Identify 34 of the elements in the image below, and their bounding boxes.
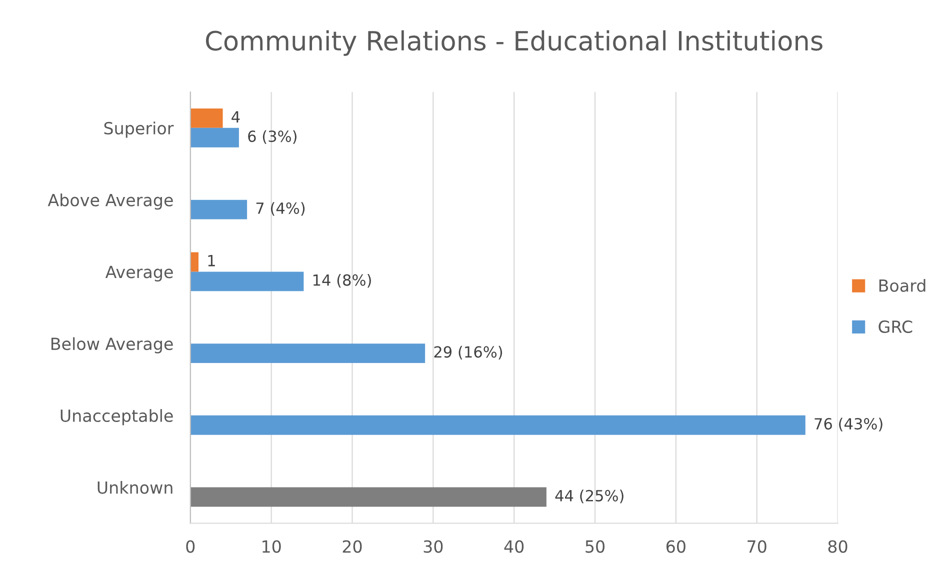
legend-label: GRC <box>878 320 912 334</box>
data-label: 7 (4%) <box>256 202 305 216</box>
data-label: 44 (25%) <box>555 490 624 504</box>
y-tick-label: Above Average <box>48 193 173 210</box>
data-label: 6 (3%) <box>248 130 296 144</box>
data-label: 29 (16%) <box>434 346 502 360</box>
data-label: 4 <box>232 111 240 122</box>
y-tick-label: Unacceptable <box>60 409 173 426</box>
y-tick-label: Superior <box>104 122 174 138</box>
bar <box>190 415 806 435</box>
data-label: 1 <box>208 255 215 266</box>
y-tick-label: Unknown <box>98 480 172 494</box>
x-tick-label: 20 <box>342 540 362 553</box>
x-tick-label: 0 <box>186 540 195 553</box>
x-tick-label: 40 <box>504 540 524 553</box>
bar <box>190 200 248 220</box>
x-tick-label: 10 <box>262 540 281 553</box>
x-tick-label: 70 <box>748 540 766 553</box>
y-tick-label: Average <box>105 266 173 282</box>
x-tick-label: 30 <box>424 540 443 553</box>
legend-label: Board <box>879 278 926 292</box>
y-tick-label: Below Average <box>51 337 173 354</box>
x-tick-label: 60 <box>666 540 686 553</box>
bar <box>190 252 198 272</box>
bar <box>190 272 304 292</box>
x-tick-label: 50 <box>586 540 604 553</box>
bar <box>190 344 426 363</box>
bar <box>190 108 223 128</box>
data-label: 14 (8%) <box>313 274 371 288</box>
x-tick-label: 80 <box>828 540 848 553</box>
bar <box>190 487 546 507</box>
data-label: 76 (43%) <box>814 418 882 432</box>
bar <box>190 128 239 148</box>
chart-title: Community Relations - Educational Institutions <box>206 30 822 56</box>
